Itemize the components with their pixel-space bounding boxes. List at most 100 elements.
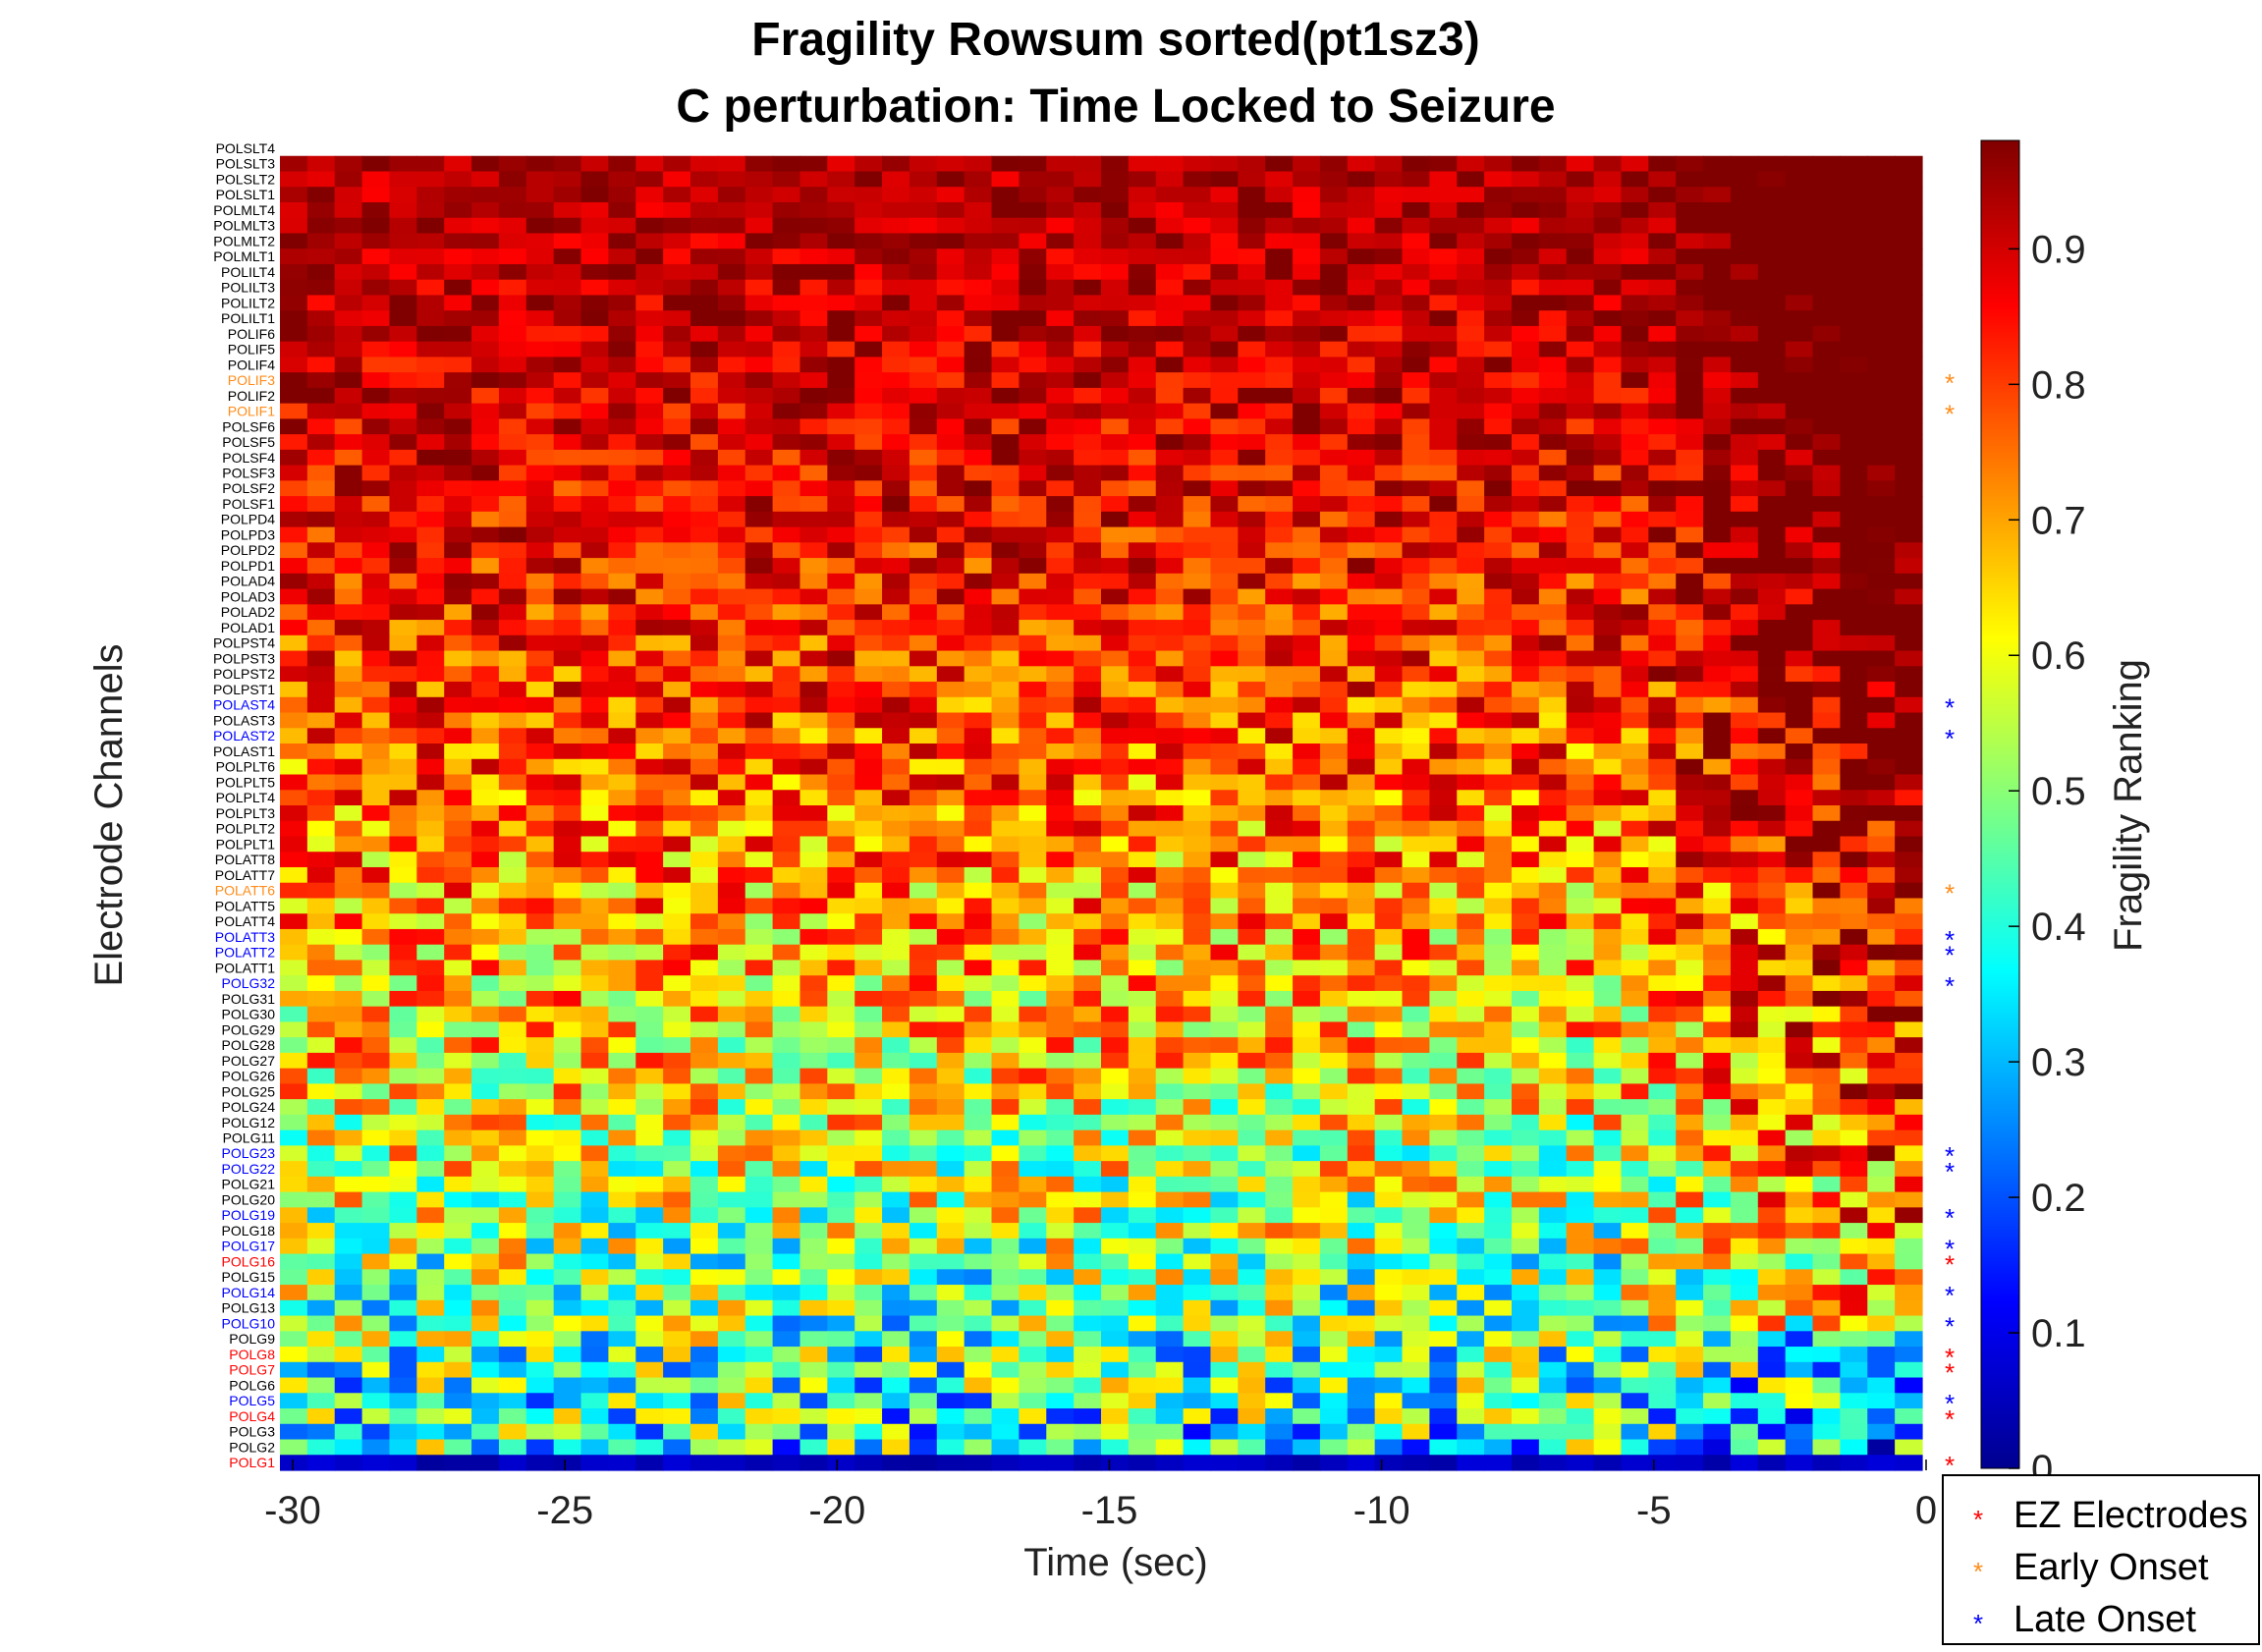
heatmap-cell bbox=[1019, 155, 1047, 173]
heatmap-cell bbox=[444, 187, 472, 203]
heatmap-cell bbox=[909, 434, 938, 451]
heatmap-cell bbox=[1785, 372, 1814, 389]
heatmap-cell bbox=[964, 1006, 993, 1023]
heatmap-cell bbox=[909, 774, 938, 791]
heatmap-cell bbox=[416, 1423, 445, 1441]
heatmap-cell bbox=[1101, 1423, 1130, 1441]
heatmap-cell bbox=[800, 960, 828, 976]
heatmap-cell bbox=[1155, 465, 1185, 481]
heatmap-cell bbox=[280, 465, 308, 481]
heatmap-cell bbox=[1457, 1331, 1485, 1348]
heatmap-cell bbox=[964, 1408, 993, 1425]
heatmap-cell bbox=[471, 758, 500, 776]
heatmap-cell bbox=[772, 1299, 801, 1317]
heatmap-cell bbox=[1128, 248, 1157, 265]
heatmap-cell bbox=[964, 1207, 993, 1224]
heatmap-cell bbox=[855, 1269, 883, 1286]
heatmap-cell bbox=[991, 511, 1020, 528]
heatmap-cell bbox=[498, 1207, 527, 1224]
heatmap-cell bbox=[1319, 1207, 1349, 1224]
heatmap-cell bbox=[1703, 805, 1732, 822]
heatmap-cell bbox=[745, 1052, 774, 1070]
heatmap-cell bbox=[280, 805, 308, 822]
heatmap-cell bbox=[1046, 1299, 1075, 1317]
heatmap-cell bbox=[800, 1052, 828, 1070]
heatmap-cell bbox=[608, 1129, 636, 1146]
heatmap-cell bbox=[1293, 1408, 1321, 1425]
heatmap-cell bbox=[772, 325, 801, 343]
heatmap-cell bbox=[745, 1161, 774, 1178]
heatmap-cell bbox=[580, 1393, 609, 1409]
heatmap-cell bbox=[1484, 975, 1513, 992]
heatmap-cell bbox=[1757, 573, 1787, 590]
heatmap-cell bbox=[1128, 310, 1157, 327]
heatmap-cell bbox=[855, 1068, 883, 1084]
heatmap-cell bbox=[444, 913, 472, 930]
heatmap-cells bbox=[280, 155, 1923, 1471]
heatmap-cell bbox=[800, 480, 828, 497]
heatmap-cell bbox=[1347, 1269, 1376, 1286]
heatmap-cell bbox=[772, 1083, 801, 1100]
heatmap-cell bbox=[745, 1207, 774, 1224]
heatmap-cell bbox=[1812, 866, 1841, 884]
heatmap-cell bbox=[361, 990, 391, 1008]
heatmap-cell bbox=[1703, 372, 1732, 389]
heatmap-cell bbox=[498, 1037, 527, 1054]
heatmap-cell bbox=[690, 155, 719, 173]
heatmap-cell bbox=[280, 1176, 308, 1193]
heatmap-cell bbox=[608, 248, 636, 265]
heatmap-cell bbox=[1402, 341, 1430, 358]
heatmap-cell bbox=[635, 325, 664, 343]
heatmap-cell bbox=[1593, 295, 1623, 311]
heatmap-cell bbox=[1676, 1176, 1704, 1193]
heatmap-cell bbox=[1676, 696, 1704, 714]
heatmap-cell bbox=[855, 928, 883, 946]
heatmap-cell bbox=[635, 1207, 664, 1224]
heatmap-cell bbox=[1074, 155, 1102, 173]
heatmap-cell bbox=[936, 263, 965, 281]
heatmap-cell bbox=[800, 1161, 828, 1178]
heatmap-cell bbox=[580, 341, 609, 358]
heatmap-cell bbox=[772, 310, 801, 327]
heatmap-cell bbox=[663, 1315, 691, 1332]
heatmap-cell bbox=[1812, 511, 1841, 528]
heatmap-cell bbox=[1867, 1021, 1896, 1038]
heatmap-cell bbox=[1457, 1361, 1485, 1379]
heatmap-cell bbox=[306, 820, 336, 838]
heatmap-cell bbox=[635, 1068, 664, 1084]
heatmap-cell bbox=[1812, 620, 1841, 636]
heatmap-cell bbox=[855, 1021, 883, 1038]
heatmap-cell bbox=[525, 1347, 555, 1363]
heatmap-cell bbox=[1429, 542, 1458, 559]
heatmap-cell bbox=[1019, 217, 1047, 235]
heatmap-cell bbox=[498, 1083, 527, 1100]
heatmap-cell bbox=[1402, 1083, 1430, 1100]
heatmap-cell bbox=[1676, 588, 1704, 605]
heatmap-cell bbox=[1046, 1269, 1075, 1286]
heatmap-cell bbox=[580, 511, 609, 528]
heatmap-cell bbox=[1265, 1253, 1294, 1270]
heatmap-cell bbox=[1210, 558, 1239, 575]
heatmap-cell bbox=[1812, 1377, 1841, 1394]
heatmap-cell bbox=[1210, 542, 1239, 559]
heatmap-cell bbox=[991, 1269, 1020, 1286]
heatmap-cell bbox=[1621, 233, 1649, 249]
heatmap-cell bbox=[1101, 1145, 1130, 1162]
heatmap-cell bbox=[471, 712, 500, 729]
heatmap-cell bbox=[1319, 526, 1349, 543]
heatmap-cell bbox=[1457, 310, 1485, 327]
heatmap-cell bbox=[1538, 1068, 1568, 1084]
heatmap-cell bbox=[389, 1347, 417, 1363]
heatmap-cell bbox=[1593, 1037, 1623, 1054]
heatmap-cell bbox=[1867, 620, 1896, 636]
heatmap-cell bbox=[1785, 944, 1814, 962]
heatmap-cell bbox=[936, 558, 965, 575]
heatmap-cell bbox=[1265, 696, 1294, 714]
heatmap-cell bbox=[444, 1207, 472, 1224]
heatmap-cell bbox=[635, 155, 664, 173]
heatmap-cell bbox=[1074, 898, 1102, 914]
heatmap-cell bbox=[1128, 295, 1157, 311]
heatmap-cell bbox=[1128, 1361, 1157, 1379]
heatmap-cell bbox=[1183, 310, 1212, 327]
heatmap-cell bbox=[772, 1176, 801, 1193]
